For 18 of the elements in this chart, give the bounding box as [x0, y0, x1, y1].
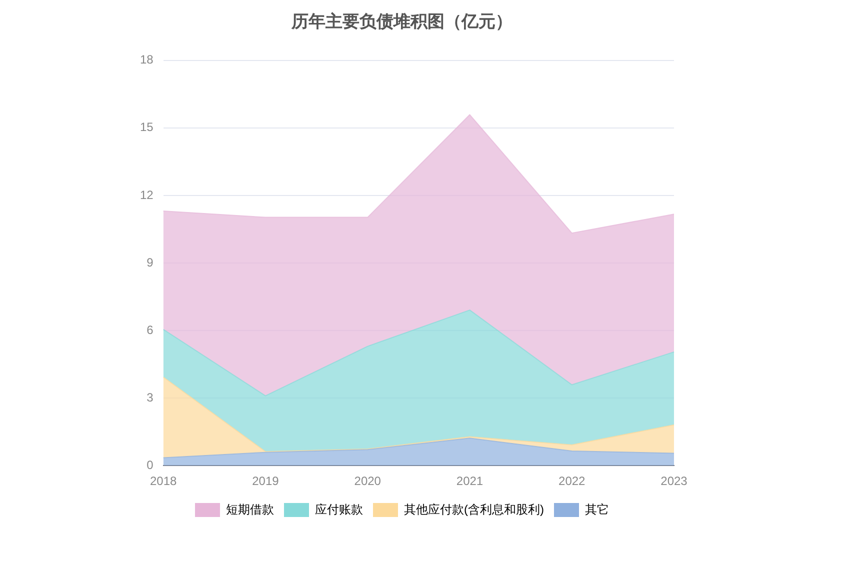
y-tick-label: 3: [146, 390, 154, 404]
legend-label: 应付账款: [315, 502, 364, 516]
x-tick-label: 2021: [456, 474, 484, 488]
x-tick-label: 2020: [354, 474, 382, 488]
y-tick-label: 15: [140, 120, 154, 134]
y-tick-label: 0: [146, 458, 154, 472]
x-tick-label: 2019: [252, 474, 280, 488]
legend-label: 其它: [584, 502, 609, 516]
y-tick-label: 6: [146, 322, 154, 337]
y-tick-label: 18: [140, 52, 154, 67]
chart-title: 历年主要负债堆积图（亿元）: [290, 12, 512, 31]
x-tick-label: 2023: [660, 474, 688, 488]
y-tick-label: 12: [140, 188, 154, 202]
legend-label: 其他应付款(含利息和股利): [404, 502, 544, 516]
y-tick-label: 9: [146, 255, 154, 270]
legend-label: 短期借款: [226, 502, 274, 516]
x-tick-label: 2018: [150, 474, 178, 488]
x-tick-label: 2022: [558, 474, 586, 488]
